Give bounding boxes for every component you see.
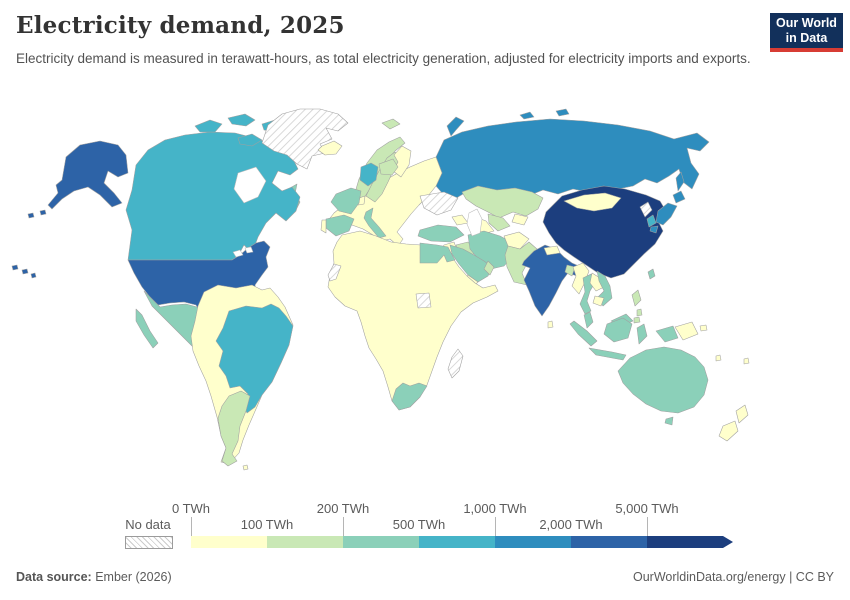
country-svalbard[interactable]	[381, 118, 401, 130]
country-cambodia[interactable]	[592, 295, 605, 307]
legend-tick-5000: 5,000 TWh	[615, 501, 679, 516]
no-data-label: No data	[125, 517, 171, 532]
country-brazil[interactable]	[215, 303, 294, 414]
country-australia[interactable]	[617, 346, 709, 426]
country-taiwan[interactable]	[647, 268, 656, 280]
country-finland[interactable]	[392, 145, 412, 178]
country-turkey[interactable]	[417, 224, 465, 243]
data-source-label: Data source:	[16, 570, 92, 584]
region-alaska[interactable]	[27, 140, 129, 219]
country-france[interactable]	[330, 187, 362, 215]
legend-tickmark-200	[343, 517, 344, 536]
country-ukraine[interactable]	[419, 191, 459, 216]
legend-tick-0: 0 TWh	[171, 501, 211, 516]
choropleth-map	[11, 108, 750, 471]
region-caucasus[interactable]	[451, 214, 469, 226]
legend-tick-200: 200 TWh	[316, 501, 370, 516]
country-egypt[interactable]	[419, 242, 456, 264]
owid-logo[interactable]: Our World in Data	[770, 13, 843, 52]
legend-tick-500: 500 TWh	[392, 517, 446, 532]
legend-bin-100-200[interactable]	[267, 536, 343, 548]
country-germany[interactable]	[359, 162, 379, 187]
country-saudi-arabia[interactable]	[449, 244, 493, 283]
caspian-sea	[466, 208, 483, 237]
country-russia-novaya-zemlya[interactable]	[446, 116, 465, 137]
country-poland[interactable]	[378, 158, 399, 176]
country-kazakhstan[interactable]	[461, 185, 544, 219]
country-iceland[interactable]	[317, 140, 343, 156]
great-lakes-2	[244, 246, 254, 254]
legend-color-bar	[191, 536, 733, 548]
data-source-value: Ember (2026)	[95, 570, 172, 584]
country-portugal[interactable]	[320, 219, 327, 234]
legend-bin-5000-plus[interactable]	[647, 536, 733, 548]
country-western-sahara[interactable]	[327, 263, 342, 282]
legend-tick-1000: 1,000 TWh	[463, 501, 527, 516]
country-mongolia[interactable]	[563, 192, 622, 212]
country-pakistan[interactable]	[504, 241, 538, 286]
logo-line-2: in Data	[785, 30, 828, 45]
country-philippines[interactable]	[631, 289, 643, 324]
country-south-africa[interactable]	[391, 382, 428, 411]
page-title: Electricity demand, 2025	[16, 12, 345, 39]
legend-tickmark-1000	[495, 517, 496, 536]
legend-tick-100: 100 TWh	[240, 517, 294, 532]
country-south-korea[interactable]	[646, 214, 657, 228]
owid-logo-text: Our World in Data	[770, 13, 843, 48]
country-north-korea[interactable]	[639, 201, 653, 218]
country-spain[interactable]	[325, 214, 355, 237]
legend-bin-1000-2000[interactable]	[495, 536, 571, 548]
legend-bin-0-100[interactable]	[191, 536, 267, 548]
legend-tick-2000: 2,000 TWh	[539, 517, 603, 532]
region-hawaii[interactable]	[11, 264, 37, 279]
country-uzbekistan[interactable]	[487, 213, 511, 232]
logo-accent-bar	[770, 48, 843, 52]
great-lakes	[232, 249, 244, 258]
world-map	[0, 95, 850, 495]
country-bangladesh[interactable]	[564, 264, 576, 277]
country-nepal[interactable]	[543, 245, 561, 256]
legend-tickmark-5000	[647, 517, 648, 536]
country-indonesia[interactable]	[569, 317, 679, 361]
chart-subtitle: Electricity demand is measured in terawa…	[16, 51, 751, 66]
country-sri-lanka[interactable]	[547, 320, 554, 329]
country-argentina[interactable]	[217, 390, 251, 467]
country-new-zealand[interactable]	[718, 404, 749, 442]
hudson-bay	[233, 166, 267, 204]
region-falkland-islands[interactable]	[242, 464, 249, 471]
legend-tickmark-0	[191, 517, 192, 536]
region-pacific-islands[interactable]	[715, 354, 750, 365]
country-oman[interactable]	[483, 260, 495, 276]
country-myanmar[interactable]	[571, 262, 590, 295]
country-afghanistan[interactable]	[503, 231, 530, 250]
country-kyrgyzstan[interactable]	[511, 213, 529, 226]
country-russia-sakhalin[interactable]	[675, 171, 685, 192]
country-south-sudan[interactable]	[415, 292, 432, 309]
no-data-swatch[interactable]	[125, 536, 173, 549]
credit-line[interactable]: OurWorldinData.org/energy | CC BY	[632, 570, 834, 584]
data-source: Data source: Ember (2026)	[16, 570, 172, 584]
logo-line-1: Our World	[776, 15, 837, 30]
country-china[interactable]	[542, 185, 667, 279]
country-madagascar[interactable]	[447, 348, 464, 379]
legend-bin-200-500[interactable]	[343, 536, 419, 548]
country-greenland[interactable]	[261, 108, 349, 170]
country-russia-arctic-island2[interactable]	[555, 108, 570, 117]
legend-bin-2000-5000[interactable]	[571, 536, 647, 548]
legend-bin-500-1000[interactable]	[419, 536, 495, 548]
country-russia-arctic-island[interactable]	[519, 111, 535, 120]
country-japan[interactable]	[649, 190, 686, 234]
country-papua-new-guinea[interactable]	[674, 321, 708, 341]
